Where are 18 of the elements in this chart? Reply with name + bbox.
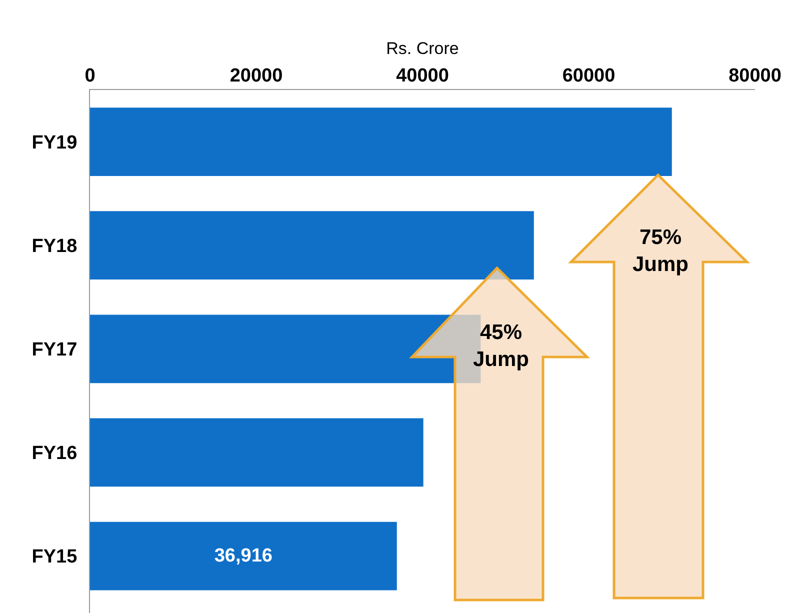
annotation: 45% Jump bbox=[472, 321, 530, 371]
x-tick-label: 80000 bbox=[728, 65, 782, 86]
y-tick-label: FY19 bbox=[32, 132, 78, 154]
annotation: 75% Jump bbox=[632, 226, 689, 276]
x-tick-label: 0 bbox=[84, 65, 96, 86]
y-tick-label: FY17 bbox=[32, 340, 78, 361]
bar bbox=[90, 211, 534, 280]
x-tick-label: 60000 bbox=[562, 65, 616, 86]
x-tick-label: 40000 bbox=[396, 65, 449, 86]
x-axis-title: Rs. Crore bbox=[386, 38, 459, 58]
data-label: 36,916 bbox=[214, 546, 272, 567]
y-tick-label: FY18 bbox=[32, 236, 78, 257]
bar bbox=[90, 418, 424, 487]
x-tick-label: 20000 bbox=[230, 65, 283, 86]
y-tick-label: FY16 bbox=[32, 443, 78, 464]
y-tick-label: FY15 bbox=[32, 546, 78, 568]
bar bbox=[90, 108, 672, 176]
bar bbox=[90, 522, 397, 590]
